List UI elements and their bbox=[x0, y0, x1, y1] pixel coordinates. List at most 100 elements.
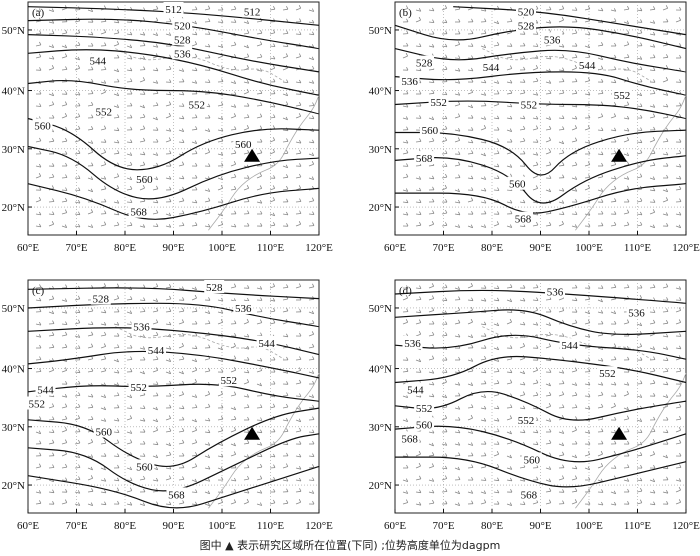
wind-barb-flag bbox=[168, 32, 172, 36]
wind-barb-flag bbox=[510, 284, 513, 288]
wind-barb-flag bbox=[536, 297, 539, 301]
wind-barb-flag bbox=[523, 150, 526, 155]
wind-barb bbox=[402, 201, 409, 204]
wind-barb bbox=[545, 117, 551, 120]
wind-barb-flag bbox=[104, 210, 107, 214]
wind-barb bbox=[649, 333, 655, 337]
wind-barb-flag bbox=[64, 439, 68, 443]
wind-barb bbox=[571, 117, 577, 120]
wind-barb-flag bbox=[103, 367, 107, 371]
wind-barb bbox=[126, 188, 132, 191]
wind-barb bbox=[191, 381, 197, 385]
wind-barb-flag bbox=[130, 452, 133, 456]
wind-barb bbox=[454, 81, 460, 84]
wind-barb-flag bbox=[117, 114, 120, 118]
contour-line bbox=[27, 350, 320, 379]
wind-barb bbox=[597, 129, 604, 131]
x-tick-label: 100°E bbox=[208, 520, 236, 532]
wind-barb-flag bbox=[78, 369, 81, 373]
wind-barb-flag bbox=[195, 501, 198, 505]
wind-barb-flag bbox=[588, 91, 591, 95]
wind-barb-flag bbox=[562, 451, 565, 455]
wind-barb bbox=[35, 213, 41, 216]
wind-barb bbox=[480, 93, 486, 96]
wind-barb bbox=[545, 57, 551, 60]
wind-barb bbox=[506, 225, 512, 228]
wind-barb bbox=[610, 491, 616, 495]
panel-label: (b) bbox=[399, 7, 412, 19]
wind-barb-flag bbox=[233, 355, 237, 359]
wind-barb-flag bbox=[194, 20, 197, 25]
wind-barb-flag bbox=[484, 345, 487, 349]
wind-barb-flag bbox=[639, 173, 643, 177]
wind-barb-flag bbox=[653, 54, 656, 58]
wind-barb-flag bbox=[432, 186, 435, 190]
wind-barb-flag bbox=[286, 477, 289, 482]
wind-barb bbox=[282, 213, 288, 216]
wind-barb-flag bbox=[286, 452, 289, 457]
wind-barb-flag bbox=[562, 174, 565, 178]
wind-barb bbox=[428, 223, 434, 227]
wind-barb bbox=[571, 177, 577, 180]
wind-barb bbox=[545, 299, 552, 301]
wind-barb bbox=[428, 213, 435, 215]
wind-barb-flag bbox=[405, 499, 409, 503]
wind-barb bbox=[597, 406, 603, 409]
wind-barb-flag bbox=[679, 79, 682, 83]
wind-barb bbox=[204, 455, 210, 459]
wind-barb bbox=[282, 45, 289, 47]
contour-label-bg bbox=[414, 417, 435, 431]
wind-barb bbox=[597, 311, 603, 314]
wind-barb-flag bbox=[103, 478, 107, 482]
wind-barb-flag bbox=[419, 489, 422, 493]
wind-barb bbox=[428, 21, 435, 23]
wind-barb bbox=[152, 310, 158, 313]
wind-barb-flag bbox=[312, 477, 315, 481]
wind-barb-flag bbox=[220, 44, 224, 48]
y-tick-label: 20°N bbox=[2, 480, 25, 492]
contour-label: 544 bbox=[258, 338, 275, 350]
wind-barb-flag bbox=[652, 451, 656, 455]
wind-barb bbox=[415, 322, 421, 325]
wind-barb bbox=[126, 164, 132, 167]
wind-barb-flag bbox=[458, 452, 461, 456]
coastlines bbox=[115, 326, 320, 509]
wind-barb-flag bbox=[156, 381, 159, 385]
wind-barb bbox=[256, 431, 262, 434]
wind-barb-flag bbox=[233, 406, 237, 410]
contour-label: 568 bbox=[515, 214, 532, 226]
wind-barb-flag bbox=[561, 200, 565, 204]
contour-label: 512 bbox=[165, 4, 182, 16]
wind-barb bbox=[480, 45, 486, 49]
wind-barb bbox=[571, 67, 577, 71]
wind-barb-flag bbox=[471, 344, 474, 348]
wind-barb-flag bbox=[143, 453, 146, 457]
wind-barb bbox=[467, 69, 473, 72]
wind-barb-flag bbox=[286, 284, 289, 288]
wind-barb-flag bbox=[666, 441, 669, 445]
wind-barb bbox=[428, 140, 434, 143]
wind-barb-flag bbox=[432, 499, 435, 504]
wind-barb bbox=[415, 453, 421, 457]
wind-barb bbox=[506, 321, 512, 325]
wind-barb bbox=[662, 153, 668, 156]
wind-barb-flag bbox=[523, 79, 526, 83]
wind-barb bbox=[87, 503, 93, 506]
wind-barb bbox=[100, 442, 106, 445]
wind-barb-flag bbox=[259, 502, 263, 506]
wind-barb bbox=[506, 371, 512, 374]
border-line bbox=[115, 48, 285, 82]
wind-barb-flag bbox=[260, 223, 263, 227]
wind-barb-flag bbox=[653, 428, 656, 432]
wind-barb bbox=[35, 44, 41, 47]
wind-barb-flag bbox=[679, 163, 682, 168]
wind-barb-flag bbox=[639, 394, 643, 398]
wind-barb-flag bbox=[613, 310, 617, 314]
wind-barb-flag bbox=[156, 138, 159, 143]
wind-barb-flag bbox=[457, 224, 461, 228]
wind-barb-flag bbox=[523, 55, 526, 59]
wind-barb bbox=[100, 346, 106, 349]
wind-barb bbox=[243, 371, 249, 374]
wind-barb-flag bbox=[220, 499, 224, 503]
